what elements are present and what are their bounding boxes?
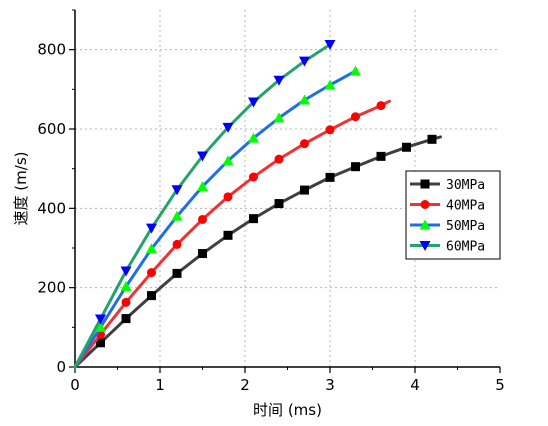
series-50MPa bbox=[73, 65, 361, 369]
data-point-60MPa bbox=[171, 185, 183, 196]
data-point-50MPa bbox=[222, 155, 234, 166]
x-tick-label: 4 bbox=[410, 376, 420, 394]
data-point-60MPa bbox=[248, 97, 259, 108]
data-point-30MPa bbox=[351, 162, 360, 172]
legend-label-50MPa: 50MPa bbox=[446, 219, 485, 234]
x-tick-label: 1 bbox=[155, 376, 165, 394]
x-tick-label: 2 bbox=[240, 376, 250, 394]
data-point-30MPa bbox=[300, 185, 309, 195]
legend-label-30MPa: 30MPa bbox=[446, 178, 485, 193]
data-point-40MPa bbox=[172, 239, 182, 249]
data-point-30MPa bbox=[325, 172, 335, 182]
data-point-40MPa bbox=[325, 125, 335, 135]
data-point-50MPa bbox=[95, 321, 106, 332]
data-point-40MPa bbox=[223, 192, 233, 202]
x-tick-label: 5 bbox=[495, 376, 505, 394]
data-point-30MPa bbox=[96, 338, 105, 348]
data-point-50MPa bbox=[273, 112, 285, 123]
data-point-30MPa bbox=[223, 230, 233, 240]
legend-marker-50MPa bbox=[419, 219, 431, 230]
series-line-40MPa bbox=[73, 99, 391, 369]
data-point-40MPa bbox=[147, 268, 156, 278]
legend-label-60MPa: 60MPa bbox=[446, 240, 485, 255]
y-tick-label: 200 bbox=[37, 279, 66, 297]
data-point-50MPa bbox=[299, 94, 310, 105]
data-point-30MPa bbox=[427, 134, 437, 144]
data-point-30MPa bbox=[172, 268, 182, 278]
series-line-50MPa bbox=[73, 69, 357, 369]
data-point-60MPa bbox=[197, 151, 208, 162]
series-60MPa bbox=[73, 40, 336, 369]
data-point-30MPa bbox=[376, 151, 386, 161]
x-tick-label: 0 bbox=[70, 376, 80, 394]
y-axis-title: 速度 (m/s) bbox=[12, 152, 30, 226]
data-point-50MPa bbox=[171, 210, 183, 221]
data-point-30MPa bbox=[249, 214, 258, 224]
data-point-40MPa bbox=[121, 297, 131, 307]
data-point-60MPa bbox=[120, 266, 132, 277]
data-point-30MPa bbox=[147, 291, 156, 301]
x-tick-label: 3 bbox=[325, 376, 335, 394]
data-point-60MPa bbox=[299, 56, 310, 67]
data-point-30MPa bbox=[274, 199, 284, 209]
y-tick-label: 600 bbox=[37, 120, 66, 138]
legend-marker-40MPa bbox=[420, 200, 430, 209]
data-point-50MPa bbox=[324, 79, 336, 90]
data-point-40MPa bbox=[198, 214, 207, 224]
data-point-40MPa bbox=[300, 139, 309, 149]
series-layer bbox=[73, 40, 442, 369]
data-point-50MPa bbox=[350, 65, 361, 76]
y-tick-label: 400 bbox=[37, 199, 66, 217]
legend-label-40MPa: 40MPa bbox=[446, 199, 485, 214]
data-point-30MPa bbox=[121, 314, 131, 324]
series-40MPa bbox=[73, 99, 391, 369]
data-point-60MPa bbox=[273, 75, 285, 86]
data-point-60MPa bbox=[95, 314, 106, 325]
data-point-50MPa bbox=[120, 280, 132, 291]
series-line-30MPa bbox=[73, 135, 442, 369]
axes-layer: 0 1 2 3 4 5 0 200 400 600 800 bbox=[37, 9, 505, 394]
data-point-40MPa bbox=[249, 172, 258, 182]
data-point-30MPa bbox=[402, 142, 411, 152]
data-point-60MPa bbox=[146, 223, 157, 234]
legend: 30MPa 40MPa 50MPa 60MPa bbox=[405, 170, 501, 260]
data-point-50MPa bbox=[146, 243, 157, 254]
data-point-40MPa bbox=[376, 101, 386, 111]
grid-layer bbox=[75, 10, 500, 367]
y-tick-label: 800 bbox=[37, 41, 66, 59]
data-point-50MPa bbox=[248, 132, 259, 143]
x-axis-title: 时间 (ms) bbox=[253, 401, 322, 419]
legend-marker-60MPa bbox=[419, 241, 431, 251]
data-point-40MPa bbox=[274, 154, 284, 164]
y-tick-label: 0 bbox=[56, 358, 66, 376]
series-30MPa bbox=[73, 134, 442, 369]
data-point-40MPa bbox=[351, 112, 360, 122]
legend-marker-30MPa bbox=[420, 179, 430, 189]
data-point-60MPa bbox=[324, 40, 336, 51]
data-point-50MPa bbox=[197, 181, 208, 192]
data-point-30MPa bbox=[198, 249, 207, 259]
data-point-60MPa bbox=[222, 122, 234, 133]
